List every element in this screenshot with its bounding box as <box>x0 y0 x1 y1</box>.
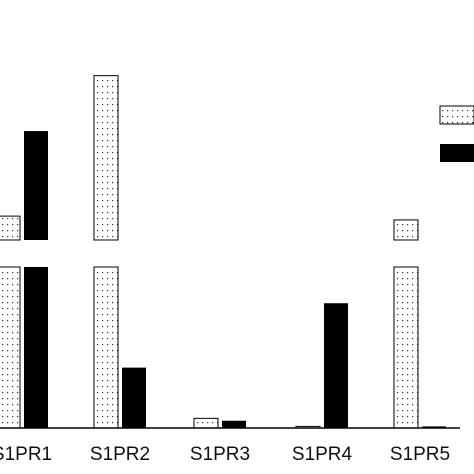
x-tick-labels: S1PR1 S1PR2 S1PR3 S1PR4 S1PR5 <box>0 444 450 465</box>
bar-s1pr1-dotted-upper <box>0 215 21 241</box>
bars-group <box>0 75 446 429</box>
tick-label-s1pr4: S1PR4 <box>292 444 353 465</box>
bar-s1pr2-solid <box>122 367 146 428</box>
legend-swatch-solid <box>440 144 474 162</box>
bar-s1pr5-solid <box>422 426 446 428</box>
bar-s1pr1-solid-lower <box>24 267 48 428</box>
tick-label-s1pr2: S1PR2 <box>90 444 150 465</box>
bar-s1pr1-dotted-lower <box>0 266 21 429</box>
bar-s1pr4-solid <box>324 303 348 428</box>
tick-label-s1pr5: S1PR5 <box>390 444 450 465</box>
bar-s1pr3-solid <box>222 420 246 428</box>
bar-s1pr2-dotted-upper <box>93 75 119 241</box>
bar-s1pr1-solid-upper <box>24 131 48 240</box>
tick-label-s1pr1: S1PR1 <box>0 444 52 465</box>
tick-label-s1pr3: S1PR3 <box>190 444 250 465</box>
legend <box>439 105 474 162</box>
legend-swatch-dotted <box>439 105 474 125</box>
bar-s1pr3-dotted <box>193 417 219 429</box>
bar-s1pr2-dotted-lower <box>93 266 119 429</box>
bar-s1pr5-dotted-upper <box>393 219 419 241</box>
bar-s1pr5-dotted-lower <box>393 266 419 429</box>
